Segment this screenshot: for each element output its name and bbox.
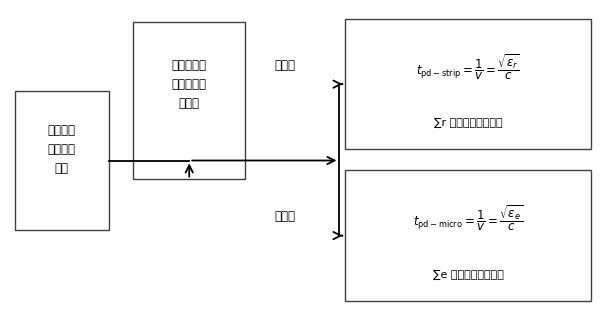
FancyBboxPatch shape [345, 170, 591, 301]
Text: ∑r 为参考层介电系数: ∑r 为参考层介电系数 [434, 118, 502, 128]
Text: 开始单位
长度延时
计算: 开始单位 长度延时 计算 [48, 124, 76, 175]
FancyBboxPatch shape [345, 19, 591, 150]
Text: 内层线: 内层线 [274, 58, 295, 72]
FancyBboxPatch shape [15, 91, 109, 230]
Text: 判断是内层
走线还是外
层走线: 判断是内层 走线还是外 层走线 [172, 59, 207, 110]
Text: $t_{\mathrm{pd-strip}} = \dfrac{1}{v} = \dfrac{\sqrt{\varepsilon_r}}{c}$: $t_{\mathrm{pd-strip}} = \dfrac{1}{v} = … [416, 52, 520, 82]
Text: 外层线: 外层线 [274, 210, 295, 223]
Text: $t_{\mathrm{pd-micro}} = \dfrac{1}{v} = \dfrac{\sqrt{\varepsilon_e}}{c}$: $t_{\mathrm{pd-micro}} = \dfrac{1}{v} = … [413, 204, 523, 233]
FancyBboxPatch shape [133, 22, 245, 179]
Text: ∑e 为修正后介电系数: ∑e 为修正后介电系数 [433, 270, 504, 280]
